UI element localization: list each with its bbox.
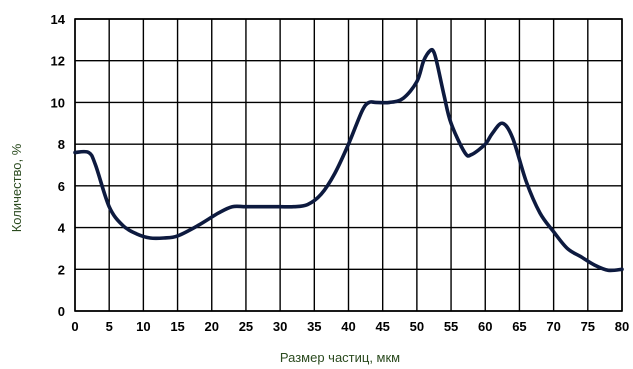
- y-axis-label: Количество, %: [9, 143, 24, 232]
- plot-frame: [74, 18, 623, 312]
- x-tick-label: 40: [341, 319, 355, 334]
- y-tick-label: 2: [58, 262, 65, 277]
- x-axis-ticks: 0 5 10 15 20 25 30 35 40 45 50 55 60 65 70 75 80: [71, 319, 629, 334]
- y-tick-label: 8: [58, 137, 65, 152]
- x-tick-label: 25: [239, 319, 253, 334]
- x-tick-label: 65: [512, 319, 526, 334]
- x-tick-label: 75: [581, 319, 595, 334]
- y-tick-label: 12: [51, 54, 65, 69]
- x-tick-label: 50: [410, 319, 424, 334]
- x-tick-label: 5: [106, 319, 113, 334]
- y-tick-label: 6: [58, 179, 65, 194]
- x-tick-label: 20: [205, 319, 219, 334]
- x-tick-label: 80: [615, 319, 629, 334]
- y-tick-label: 14: [51, 12, 66, 27]
- y-tick-label: 4: [58, 221, 66, 236]
- y-axis-ticks: 0 2 4 6 8 10 12 14: [51, 12, 66, 319]
- grid: [74, 18, 623, 312]
- x-tick-label: 70: [546, 319, 560, 334]
- x-tick-label: 30: [273, 319, 287, 334]
- x-tick-label: 10: [136, 319, 150, 334]
- x-tick-label: 35: [307, 319, 321, 334]
- y-tick-label: 10: [51, 95, 65, 110]
- plot-area: [73, 47, 624, 273]
- series-line: [73, 47, 624, 273]
- x-tick-label: 60: [478, 319, 492, 334]
- x-tick-label: 15: [170, 319, 184, 334]
- x-tick-label: 45: [375, 319, 389, 334]
- x-tick-label: 55: [444, 319, 458, 334]
- x-tick-label: 0: [71, 319, 78, 334]
- y-tick-label: 0: [58, 304, 65, 319]
- x-axis-label: Размер частиц, мкм: [280, 350, 400, 365]
